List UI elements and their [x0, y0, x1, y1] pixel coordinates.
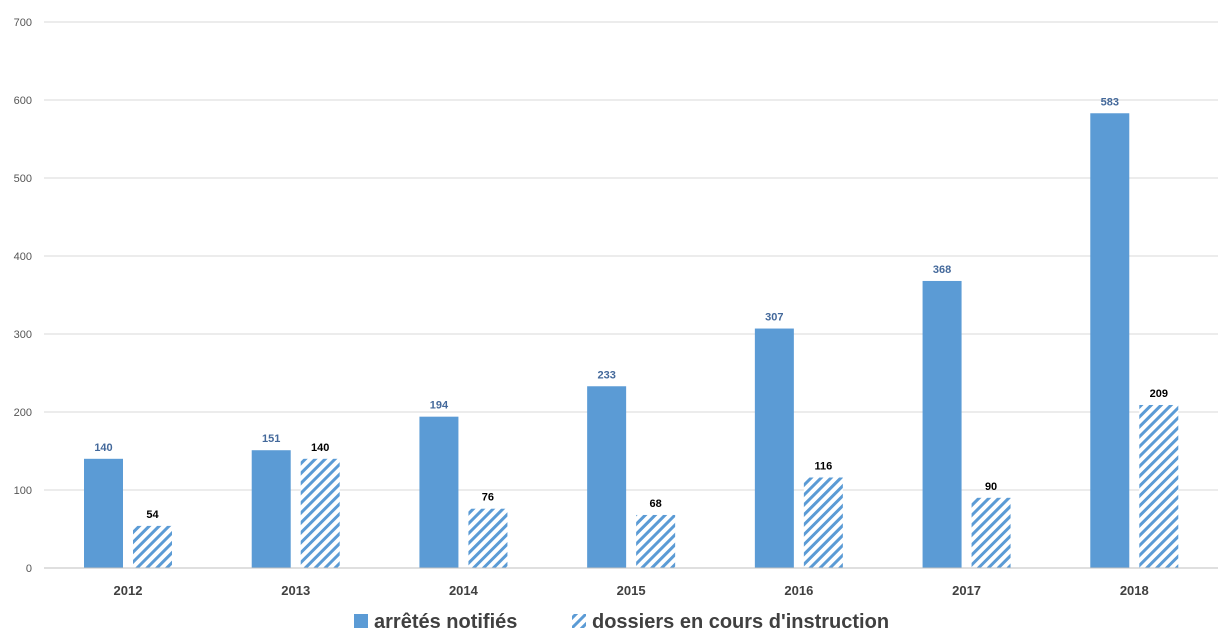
bar-arretes-notifies	[419, 416, 459, 568]
y-tick-label: 400	[14, 251, 32, 263]
data-label: 140	[311, 442, 329, 454]
x-tick-label: 2013	[281, 583, 310, 598]
x-tick-label: 2018	[1120, 583, 1149, 598]
bar-arretes-notifies	[587, 386, 627, 568]
bar-dossiers-en-cours	[636, 514, 676, 568]
x-tick-label: 2016	[784, 583, 813, 598]
data-label: 76	[482, 492, 494, 504]
bar-dossiers-en-cours	[971, 497, 1011, 568]
data-label: 116	[814, 461, 832, 473]
bar-arretes-notifies	[84, 458, 123, 568]
bar-dossiers-en-cours	[468, 508, 508, 568]
data-label: 233	[597, 369, 615, 381]
y-tick-label: 700	[14, 17, 32, 29]
y-tick-label: 500	[14, 173, 32, 185]
x-tick-label: 2014	[449, 583, 479, 598]
y-tick-label: 600	[14, 95, 32, 107]
y-tick-label: 0	[26, 563, 32, 575]
bar-dossiers-en-cours	[133, 525, 172, 568]
data-label: 90	[985, 481, 997, 493]
bars: 140 54 151 140 194 76 233 68 307 116 368 90 583 209	[84, 96, 1179, 568]
legend-label: arrêtés notifiés	[374, 611, 517, 633]
gridlines	[44, 21, 1218, 491]
data-label: 307	[765, 312, 783, 324]
bar-dossiers-en-cours	[300, 458, 340, 568]
data-label: 68	[650, 498, 662, 510]
x-tick-label: 2015	[617, 583, 646, 598]
bar-arretes-notifies	[922, 280, 962, 568]
legend-swatch	[354, 614, 368, 628]
x-tick-label: 2017	[952, 583, 981, 598]
data-label: 151	[262, 433, 280, 445]
data-label: 209	[1150, 388, 1168, 400]
y-tick-label: 100	[14, 485, 32, 497]
y-tick-label: 300	[14, 329, 32, 341]
data-label: 583	[1101, 96, 1119, 108]
legend-swatch	[572, 614, 586, 628]
y-axis: 0 100 200 300 400 500 600 700	[14, 17, 32, 575]
legend-label: dossiers en cours d'instruction	[592, 611, 889, 633]
bar-arretes-notifies	[1090, 113, 1130, 568]
legend: arrêtés notifiés dossiers en cours d'inst…	[354, 611, 889, 633]
bar-arretes-notifies	[251, 450, 291, 568]
data-label: 194	[430, 400, 449, 412]
y-tick-label: 200	[14, 407, 32, 419]
bar-arretes-notifies	[754, 328, 794, 568]
x-tick-label: 2012	[114, 583, 143, 598]
data-label: 368	[933, 264, 951, 276]
x-axis: 2012 2013 2014 2015 2016 2017 2018	[44, 567, 1218, 598]
data-label: 140	[94, 442, 112, 454]
bar-dossiers-en-cours	[1139, 404, 1179, 568]
bar-dossiers-en-cours	[803, 477, 843, 568]
data-label: 54	[146, 509, 159, 521]
